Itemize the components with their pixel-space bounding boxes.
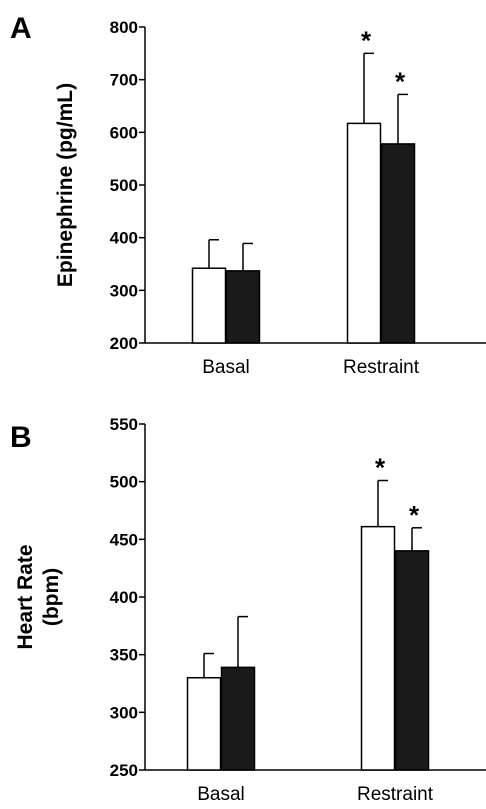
significance-star: * — [375, 453, 386, 483]
bar-basal-series-2 — [225, 270, 261, 344]
bar-basal-series-2 — [220, 666, 256, 771]
significance-star: * — [361, 25, 372, 55]
y-tick-label: 800 — [110, 18, 138, 37]
y-tick-label: 200 — [110, 334, 138, 353]
bar-restraint-series-2 — [380, 143, 416, 344]
y-axis-title: Heart Rate (bpm) — [14, 544, 63, 649]
y-tick-label: 250 — [110, 761, 138, 780]
bar-restraint-series-1 — [360, 525, 396, 771]
x-category-label: Basal — [197, 784, 245, 805]
y-tick-label: 450 — [110, 530, 138, 549]
y-tick-label: 500 — [110, 473, 138, 492]
y-tick-label: 600 — [110, 123, 138, 142]
y-tick-label: 500 — [110, 176, 138, 195]
y-tick-label: 300 — [110, 703, 138, 722]
y-tick-label: 400 — [110, 588, 138, 607]
bar-restraint-series-2 — [394, 550, 430, 771]
bar-basal-series-1 — [191, 267, 227, 344]
y-tick-label: 300 — [110, 281, 138, 300]
y-tick-label: 700 — [110, 71, 138, 90]
significance-star: * — [409, 500, 420, 530]
y-axis-title: Epinephrine (pg/mL) — [54, 83, 77, 287]
x-category-label: Restraint — [343, 357, 420, 378]
panel-label-b: B — [10, 421, 32, 454]
panel-label-a: A — [10, 12, 32, 45]
y-tick-label: 400 — [110, 229, 138, 248]
significance-star: * — [395, 66, 406, 96]
x-category-label: Basal — [202, 357, 250, 378]
y-tick-label: 350 — [110, 646, 138, 665]
y-tick-label: 550 — [110, 415, 138, 434]
y-axis-title-line: Heart Rate — [14, 544, 37, 649]
y-axis-title-line: Epinephrine (pg/mL) — [54, 83, 77, 287]
bar-restraint-series-1 — [346, 122, 382, 344]
bar-basal-series-1 — [186, 676, 222, 771]
y-axis-title-line: (bpm) — [40, 568, 63, 626]
x-category-label: Restraint — [357, 784, 434, 805]
